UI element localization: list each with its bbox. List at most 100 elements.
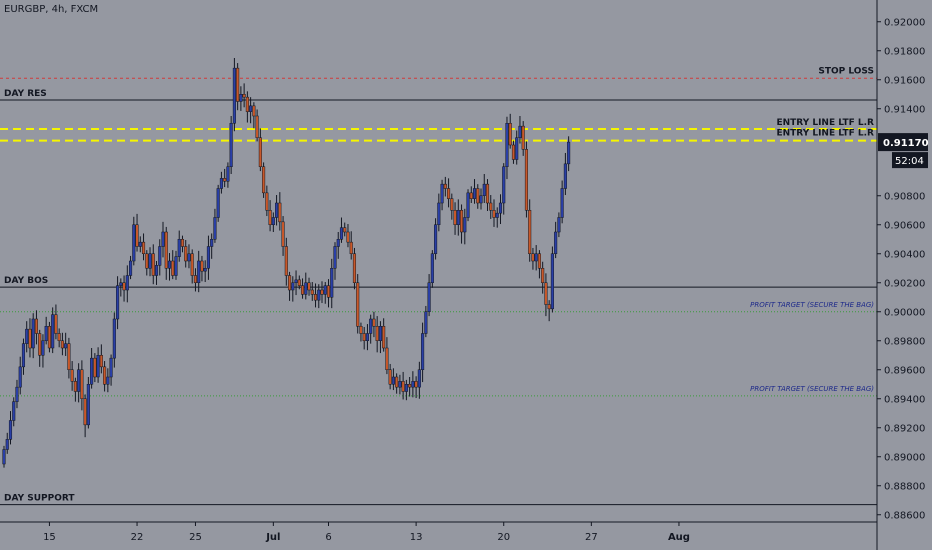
level-label: PROFIT TARGET (SECURE THE BAG) bbox=[750, 301, 874, 309]
candle-up bbox=[51, 314, 55, 349]
candle-up bbox=[440, 183, 444, 204]
candle-up bbox=[249, 105, 253, 112]
countdown-value: 52:04 bbox=[895, 156, 924, 167]
candle-up bbox=[116, 285, 120, 320]
candle-down bbox=[414, 381, 418, 388]
candle-down bbox=[459, 210, 464, 233]
candle-up bbox=[44, 326, 48, 341]
candle-up bbox=[271, 217, 275, 225]
candle-up bbox=[417, 369, 421, 388]
price-tick-label: 0.90600 bbox=[884, 220, 925, 231]
candle-down bbox=[447, 188, 451, 199]
candle-down bbox=[382, 326, 386, 349]
price-tick-label: 0.89000 bbox=[884, 452, 925, 463]
candle-up bbox=[505, 123, 509, 167]
candle-up bbox=[339, 227, 344, 240]
candle-down bbox=[70, 369, 74, 382]
candle-down bbox=[372, 318, 376, 327]
candle-up bbox=[25, 328, 29, 344]
candle-up bbox=[404, 384, 408, 392]
price-tick-label: 0.88800 bbox=[884, 481, 925, 492]
candle-up bbox=[219, 178, 223, 189]
time-tick-label: 6 bbox=[325, 532, 331, 543]
candle-down bbox=[375, 326, 379, 341]
candle-up bbox=[434, 224, 438, 254]
candle-down bbox=[184, 246, 188, 262]
candle-down bbox=[145, 253, 149, 269]
candle-down bbox=[531, 253, 535, 262]
candle-up bbox=[158, 246, 162, 266]
candle-down bbox=[190, 253, 194, 276]
candle-down bbox=[245, 96, 249, 112]
candle-up bbox=[206, 246, 210, 269]
candle-up bbox=[138, 241, 142, 247]
candle-down bbox=[60, 340, 64, 349]
candle-up bbox=[161, 231, 165, 247]
candle-down bbox=[278, 202, 282, 223]
candle-down bbox=[200, 260, 204, 272]
candle-down bbox=[508, 123, 512, 146]
candle-up bbox=[12, 401, 16, 421]
candle-up bbox=[132, 224, 136, 262]
candle-up bbox=[502, 166, 506, 204]
candle-up bbox=[210, 239, 214, 247]
candle-down bbox=[544, 282, 548, 305]
candle-down bbox=[489, 202, 493, 211]
price-axis[interactable]: 0.92000 0.91800 0.91600 0.91400 0.90800 0.906… bbox=[876, 0, 929, 550]
candle-up bbox=[5, 439, 9, 450]
last-price-tag bbox=[878, 133, 928, 152]
price-tick-label: 0.90800 bbox=[884, 191, 925, 202]
candle-up bbox=[550, 253, 554, 310]
candle-down bbox=[164, 231, 168, 269]
candle-down bbox=[547, 304, 551, 310]
candle-down bbox=[511, 144, 516, 160]
price-tick-label: 0.92000 bbox=[884, 17, 925, 28]
price-tick-label: 0.89800 bbox=[884, 336, 925, 347]
level-label: ENTRY LINE LTF L.R bbox=[776, 118, 874, 128]
candle-down bbox=[307, 282, 311, 291]
candle-up bbox=[424, 311, 428, 334]
candle-down bbox=[242, 94, 246, 98]
candle-down bbox=[47, 326, 51, 349]
candle-up bbox=[77, 369, 81, 392]
candle-up bbox=[330, 268, 334, 298]
time-axis[interactable]: 15 22 25 Jul 6 13 20 27 Aug bbox=[0, 521, 877, 543]
candle-down bbox=[171, 260, 175, 276]
candle-up bbox=[421, 333, 425, 370]
candle-down bbox=[288, 275, 292, 291]
price-tick-label: 0.91600 bbox=[884, 75, 925, 86]
time-tick-label: 15 bbox=[43, 532, 56, 543]
candle-down bbox=[223, 178, 227, 182]
candle-up bbox=[515, 137, 519, 160]
candle-down bbox=[252, 105, 256, 117]
candle-up bbox=[411, 381, 415, 388]
candle-down bbox=[359, 326, 363, 334]
price-tick-label: 0.89600 bbox=[884, 365, 925, 376]
candle-down bbox=[103, 366, 107, 385]
candle-up bbox=[174, 256, 178, 276]
candle-down bbox=[453, 210, 457, 225]
candle-down bbox=[326, 285, 331, 298]
time-tick-label: Aug bbox=[668, 532, 690, 543]
price-tick-label: 0.91400 bbox=[884, 104, 925, 115]
candle-down bbox=[297, 279, 301, 286]
candle-up bbox=[112, 318, 116, 359]
candle-down bbox=[521, 125, 525, 150]
candle-up bbox=[495, 212, 499, 218]
candle-down bbox=[537, 253, 541, 269]
candle-up bbox=[456, 210, 460, 225]
candle-down bbox=[349, 241, 353, 254]
candle-up bbox=[216, 188, 220, 218]
candle-down bbox=[352, 253, 357, 283]
candle-down bbox=[57, 333, 61, 341]
level-label: STOP LOSS bbox=[818, 66, 874, 76]
candle-down bbox=[73, 381, 77, 392]
candle-up bbox=[369, 318, 373, 334]
candle-down bbox=[385, 347, 389, 370]
price-tick-label: 0.90200 bbox=[884, 278, 925, 289]
candle-down bbox=[93, 357, 97, 378]
candle-down bbox=[141, 241, 146, 254]
candle-up bbox=[560, 188, 564, 218]
